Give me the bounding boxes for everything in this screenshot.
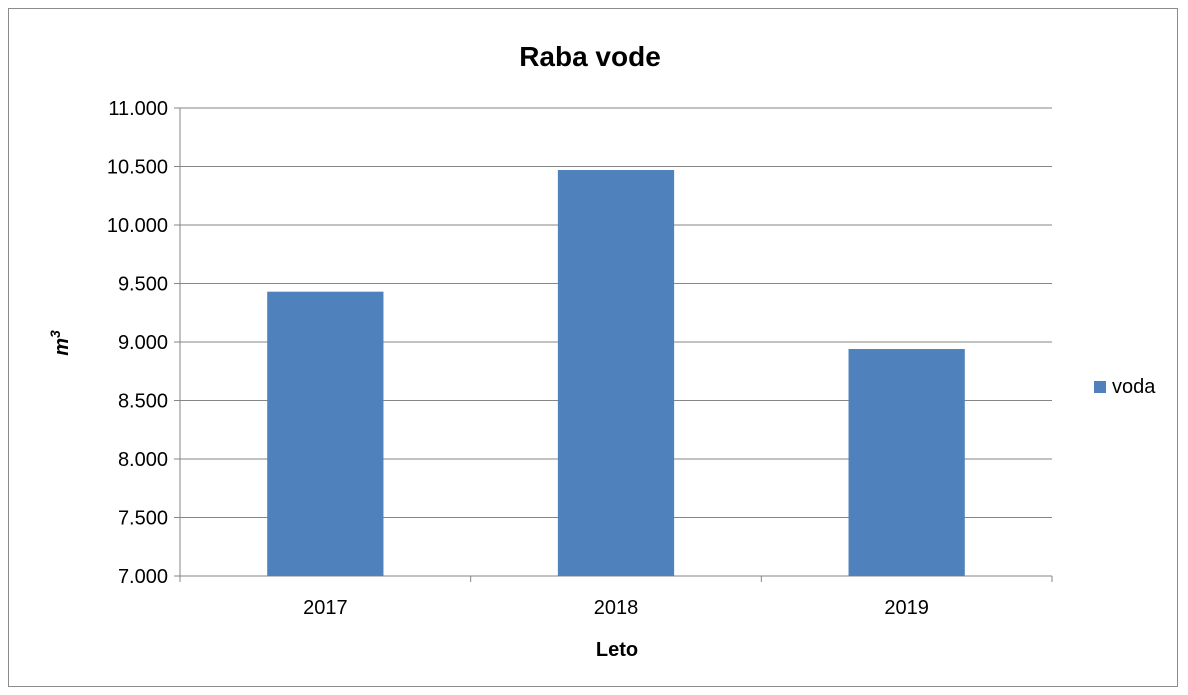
x-axis-tick-labels: 2017 2018 2019 (179, 576, 1053, 619)
y-tick-label: 7.000 (118, 566, 168, 588)
bar-2019 (848, 349, 965, 576)
chart-title: Raba vode (519, 41, 661, 72)
y-axis-tick-labels: 7.000 7.500 8.000 8.500 9.000 9.500 10.000 10.5… (107, 98, 168, 588)
y-tick-label: 7.500 (118, 508, 168, 530)
y-tick-label: 11.000 (108, 98, 168, 120)
legend-label-voda: voda (1112, 376, 1156, 398)
y-tick-label: 8.000 (118, 449, 168, 471)
y-tick-label: 9.000 (118, 332, 168, 354)
x-tick-label: 2017 (303, 597, 348, 619)
x-axis-title: Leto (596, 639, 638, 661)
y-tick-label: 9.500 (118, 274, 168, 296)
legend: voda (1094, 376, 1156, 398)
bars (267, 170, 965, 576)
y-axis-title-base: m (51, 338, 73, 356)
bar-2018 (557, 170, 675, 576)
legend-swatch-voda (1094, 381, 1106, 393)
bar-2017 (267, 291, 384, 576)
y-tick-label: 10.000 (107, 215, 168, 237)
y-axis-title-superscript: 3 (47, 330, 63, 338)
x-tick-label: 2019 (884, 597, 929, 619)
y-tick-label: 8.500 (118, 391, 168, 413)
y-axis-title: m3 (47, 330, 73, 356)
x-tick-label: 2018 (594, 597, 639, 619)
y-tick-label: 10.500 (107, 157, 168, 179)
